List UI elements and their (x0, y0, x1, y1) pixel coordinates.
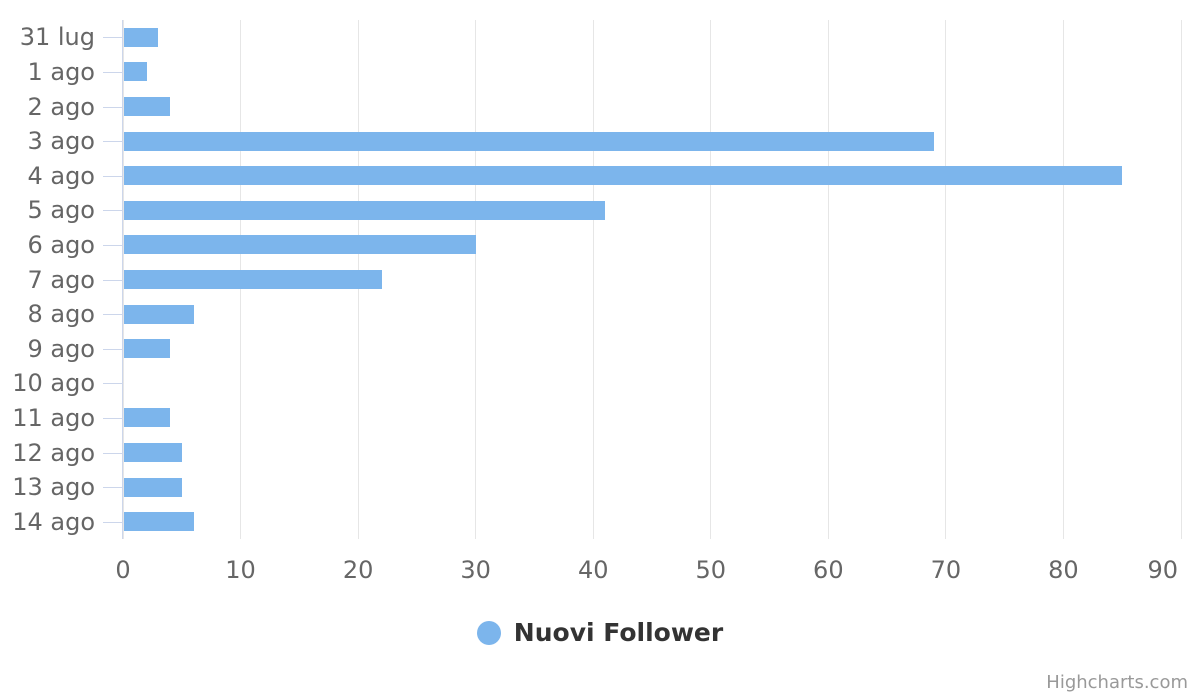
category-tick (103, 418, 123, 419)
category-tick (103, 314, 123, 315)
value-axis-label: 30 (460, 556, 491, 584)
category-tick (103, 245, 123, 246)
category-tick (103, 176, 123, 177)
category-tick (103, 349, 123, 350)
gridline (475, 20, 477, 539)
category-tick (103, 210, 123, 211)
value-axis-label: 80 (1048, 556, 1079, 584)
category-axis-label: 4 ago (27, 161, 95, 190)
legend-label: Nuovi Follower (513, 618, 724, 647)
value-axis-label: 0 (115, 556, 131, 584)
value-axis-label: 70 (930, 556, 962, 584)
bar[interactable] (124, 304, 194, 324)
bar[interactable] (124, 339, 171, 359)
category-axis-label: 12 ago (12, 438, 95, 467)
bar[interactable] (124, 200, 605, 220)
category-axis-line (122, 20, 123, 539)
category-axis-label: 1 ago (27, 57, 95, 86)
value-axis-label: 90 (1147, 556, 1178, 584)
bar[interactable] (124, 27, 159, 47)
value-axis-label: 10 (225, 556, 256, 584)
category-tick (103, 37, 123, 38)
bar[interactable] (124, 408, 171, 428)
category-axis-label: 11 ago (12, 403, 95, 432)
category-axis-label: 2 ago (27, 92, 95, 121)
category-axis-label: 5 ago (27, 196, 95, 225)
category-tick (103, 141, 123, 142)
category-tick (103, 107, 123, 108)
legend-item-nuovi-follower[interactable]: Nuovi Follower (0, 618, 1200, 647)
gridline (1062, 20, 1064, 539)
bar[interactable] (124, 512, 194, 532)
category-axis-label: 13 ago (12, 473, 95, 502)
gridline (592, 20, 594, 539)
value-axis-label: 40 (577, 556, 609, 584)
legend-marker-icon (476, 620, 501, 645)
category-axis-label: 6 ago (27, 230, 95, 259)
value-axis-label: 60 (813, 556, 844, 584)
gridline (827, 20, 829, 539)
category-tick (103, 383, 123, 384)
category-axis-label: 10 ago (12, 369, 95, 398)
gridline (1180, 20, 1182, 539)
gridline (122, 20, 124, 539)
bar[interactable] (124, 62, 147, 82)
category-tick (103, 453, 123, 454)
value-axis-label: 20 (342, 556, 374, 584)
category-axis-label: 8 ago (27, 300, 95, 329)
category-axis-label: 14 ago (12, 507, 95, 536)
bar[interactable] (124, 235, 476, 255)
category-axis-label: 31 lug (19, 23, 95, 52)
bar[interactable] (124, 97, 171, 116)
category-tick (103, 72, 123, 73)
bar[interactable] (124, 477, 182, 497)
gridline (710, 20, 712, 539)
value-axis-label: 50 (695, 556, 727, 584)
category-tick (103, 522, 123, 523)
category-axis-label: 9 ago (27, 334, 95, 363)
gridline (945, 20, 947, 539)
highcharts-credits-link[interactable]: Highcharts.com (1046, 672, 1188, 693)
category-axis-label: 7 ago (27, 265, 95, 294)
category-tick (103, 487, 123, 488)
category-tick (103, 280, 123, 281)
bar[interactable] (124, 166, 1123, 186)
bar[interactable] (124, 131, 935, 151)
bar[interactable] (124, 270, 382, 289)
bar[interactable] (124, 443, 182, 462)
category-axis-label: 3 ago (27, 127, 95, 156)
